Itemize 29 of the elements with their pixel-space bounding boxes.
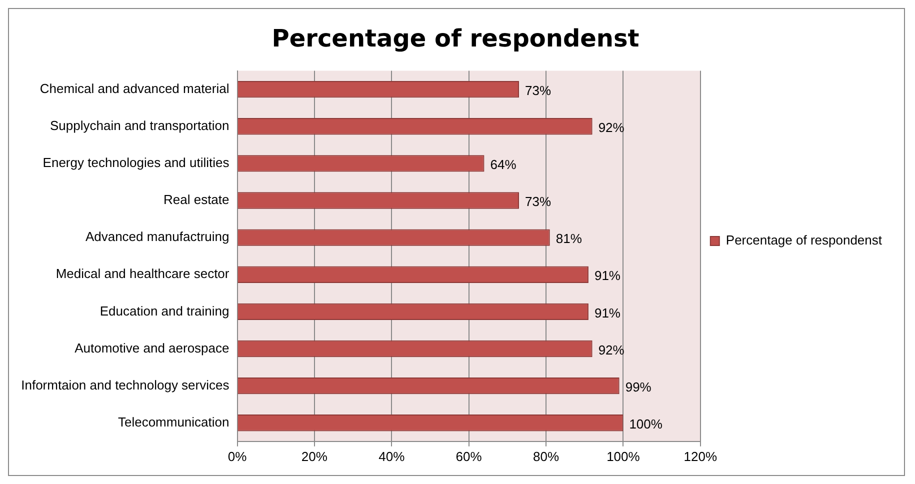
data-label: 99%	[625, 379, 652, 394]
y-tick-label: Real estate	[163, 192, 230, 208]
x-tick-label: 40%	[378, 448, 406, 464]
x-tick-label: 80%	[532, 448, 560, 464]
y-tick-label: Medical and healthcare sector	[56, 266, 230, 282]
chart-title: Percentage of respondenst	[272, 24, 640, 53]
y-tick-label: Education and training	[100, 303, 230, 318]
y-tick-label: Advanced manufactruing	[85, 229, 230, 244]
x-tick-label: 120%	[684, 448, 718, 464]
x-tick-label: 0%	[228, 448, 248, 464]
data-label: 92%	[598, 342, 625, 358]
y-tick-label: Energy technologies and utilities	[42, 155, 230, 170]
y-tick-label: Supplychain and transportation	[50, 118, 230, 133]
y-tick-label: Telecommunication	[118, 414, 230, 430]
y-tick-label: Informtaion and technology services	[21, 377, 230, 392]
y-tick-label: Chemical and advanced material	[40, 80, 230, 96]
data-label: 64%	[490, 157, 517, 172]
data-label: 81%	[556, 231, 582, 246]
data-label: 92%	[598, 120, 625, 135]
x-tick-label: 60%	[456, 448, 482, 464]
data-label: 100%	[629, 416, 663, 432]
legend-label: Percentage of respondenst	[726, 232, 882, 248]
data-label: 73%	[524, 82, 552, 98]
y-tick-label: Automotive and aerospace	[74, 340, 230, 356]
x-tick-label: 20%	[301, 448, 328, 464]
data-label: 91%	[594, 268, 621, 284]
data-label: 73%	[524, 194, 552, 210]
x-tick-label: 100%	[606, 448, 640, 464]
data-label: 91%	[594, 305, 621, 320]
